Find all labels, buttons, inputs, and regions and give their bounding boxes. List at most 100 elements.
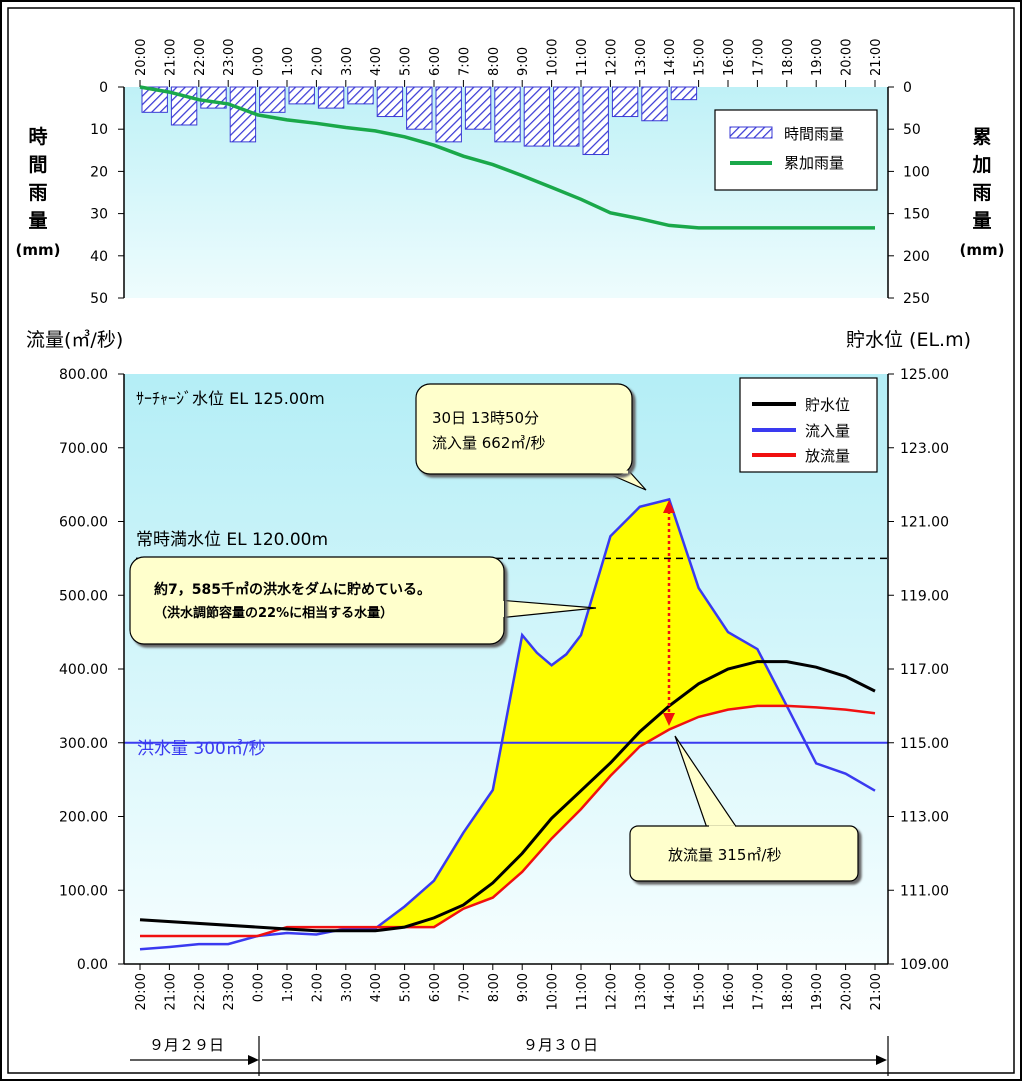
flow-left-tick: 600.00 [59, 515, 108, 531]
flow-x-tick-label: 13:00 [634, 973, 649, 1010]
stored-difference-arrow [663, 500, 675, 726]
flow-x-tick-label: 23:00 [222, 973, 237, 1010]
flow-right-tick: 113.00 [900, 810, 949, 826]
surcharge-water-level-label: ｻｰﾁｬｰｼﾞ水位 EL 125.00m [136, 389, 325, 408]
legend-cumulative-rain: 累加雨量 [784, 154, 844, 172]
release-callout-text: 放流量 315㎥/秒 [668, 846, 781, 864]
rainfall-x-tick-label: 7:00 [457, 47, 472, 76]
flow-left-tick: 300.00 [59, 736, 108, 752]
hourly-rain-bar [582, 86, 609, 156]
peak-callout-line-2: 流入量 662㎥/秒 [432, 434, 545, 452]
hourly-rain-bar [670, 86, 698, 101]
rainfall-right-tick: 200 [903, 249, 930, 265]
flow-left-tick: 100.00 [59, 883, 108, 899]
rainfall-left-axis-char: 間 [28, 154, 47, 176]
rainfall-x-tick-label: 13:00 [634, 39, 649, 76]
rainfall-x-tick-label: 0:00 [252, 47, 267, 76]
flow-x-tick-label: 14:00 [663, 973, 678, 1010]
release-callout: 放流量 315㎥/秒 [629, 735, 859, 882]
inflow-line [139, 497, 876, 951]
flow-left-tick: 500.00 [59, 588, 108, 604]
flow-x-tick-label: 1:00 [281, 973, 296, 1002]
rainfall-x-tick-label: 2:00 [310, 47, 325, 76]
legend-hourly-rain: 時間雨量 [784, 125, 844, 143]
hourly-rain-bar [641, 86, 668, 122]
flow-left-tick: 0.00 [77, 957, 108, 973]
date-row: ９月２９日 ９月３０日 [130, 1036, 889, 1076]
hourly-rain-bar [376, 86, 404, 118]
rainfall-right-axis-char: 雨 [972, 182, 991, 204]
rainfall-right-tick: 0 [903, 80, 912, 96]
rainfall-x-tick-label: 4:00 [369, 47, 384, 76]
rainfall-left-axis-label: 時間雨量 (mm) [16, 126, 61, 259]
flow-right-tick: 119.00 [900, 588, 949, 604]
rainfall-x-tick-label: 9:00 [516, 47, 531, 76]
flow-x-tick-label: 2:00 [310, 973, 325, 1002]
rainfall-x-tick-label: 12:00 [604, 39, 619, 76]
hourly-rain-bar [553, 86, 580, 147]
hourly-rain-bar [347, 86, 374, 105]
flow-x-tick-label: 4:00 [369, 973, 384, 1002]
flow-right-tick: 115.00 [900, 736, 949, 752]
rainfall-x-tick-label: 17:00 [751, 39, 766, 76]
rainfall-x-tick-labels: 20:00 21:00 22:00 23:00 0:00 1:00 2:00 3:00 4:00… [134, 39, 884, 87]
flow-left-tick: 200.00 [59, 810, 108, 826]
rainfall-x-tick-label: 20:00 [840, 39, 855, 76]
rainfall-right-tick: 150 [903, 207, 930, 223]
peak-inflow-callout: 30日 13時50分 流入量 662㎥/秒 [415, 383, 647, 491]
hourly-rain-bar [464, 86, 492, 130]
rainfall-right-tick: 50 [903, 122, 921, 138]
rainfall-right-tick: 250 [903, 291, 930, 307]
storage-callout-line-2: （洪水調節容量の22%に相当する水量） [154, 605, 393, 621]
stored-volume-area [257, 499, 787, 936]
flow-right-tick: 121.00 [900, 515, 949, 531]
flow-x-tick-label: 11:00 [575, 973, 590, 1010]
flow-right-tick-labels: 109.00 111.00 113.00 115.00 117.00 119.00 121.… [888, 367, 949, 973]
rainfall-right-tick-labels: 0 50 100 150 200 250 [888, 80, 930, 307]
legend-release: 放流量 [805, 447, 850, 465]
flow-x-tick-label: 19:00 [810, 973, 825, 1010]
flow-left-tick-labels: 0.00 100.00 200.00 300.00 400.00 500.00 600.00… [59, 367, 124, 973]
flow-right-tick: 109.00 [900, 957, 949, 973]
flow-x-tick-label: 6:00 [428, 973, 443, 1002]
flow-x-tick-label: 21:00 [163, 973, 178, 1010]
flow-x-tick-label: 5:00 [399, 973, 414, 1002]
flow-legend: 貯水位 流入量 放流量 [739, 377, 878, 473]
flow-x-tick-label: 16:00 [722, 973, 737, 1010]
cumulative-rain-line [139, 85, 875, 230]
hourly-rain-bar [259, 86, 286, 113]
flow-x-tick-labels: 20:00 21:00 22:00 23:00 0:00 1:00 2:00 3:00 4:00… [134, 964, 884, 1010]
flow-x-tick-label: 15:00 [693, 973, 708, 1010]
rainfall-x-tick-label: 15:00 [693, 39, 708, 76]
rainfall-left-tick: 10 [90, 122, 108, 138]
rainfall-left-tick: 30 [90, 207, 108, 223]
date-label-sep-30: ９月３０日 [523, 1036, 598, 1054]
flow-left-tick: 800.00 [59, 367, 108, 383]
rainfall-x-tick-label: 3:00 [340, 47, 355, 76]
rainfall-right-axis-char: (mm) [960, 241, 1005, 259]
flow-chart: 流量(㎥/秒) 貯水位 (EL.m) 0.00 100.00 200.00 300.0… [26, 329, 971, 1076]
flow-left-tick: 700.00 [59, 441, 108, 457]
flow-x-tick-label: 8:00 [487, 973, 502, 1002]
storage-callout-line-1: 約7，585千㎥の洪水をダムに貯めている。 [154, 581, 431, 598]
rainfall-left-tick: 0 [99, 80, 108, 96]
rainfall-right-axis-char: 加 [971, 154, 991, 176]
rainfall-left-axis-char: 時 [28, 126, 47, 148]
rainfall-x-tick-label: 10:00 [546, 39, 561, 76]
rainfall-x-tick-label: 20:00 [134, 39, 149, 76]
hourly-rain-bar [317, 86, 345, 109]
hourly-rain-bar [288, 86, 315, 105]
flow-right-tick: 111.00 [900, 883, 949, 899]
rainfall-left-tick-labels: 0 10 20 30 40 50 [90, 80, 124, 307]
rainfall-right-tick: 100 [903, 164, 930, 180]
rainfall-x-tick-label: 8:00 [487, 47, 502, 76]
rainfall-x-tick-label: 1:00 [281, 47, 296, 76]
flow-x-tick-label: 17:00 [751, 973, 766, 1010]
rainfall-x-tick-label: 11:00 [575, 39, 590, 76]
rainfall-left-tick: 40 [90, 249, 108, 265]
rainfall-x-tick-label: 21:00 [869, 39, 884, 76]
rainfall-left-tick: 20 [90, 164, 108, 180]
legend-inflow: 流入量 [805, 422, 850, 440]
flow-right-tick: 117.00 [900, 662, 949, 678]
